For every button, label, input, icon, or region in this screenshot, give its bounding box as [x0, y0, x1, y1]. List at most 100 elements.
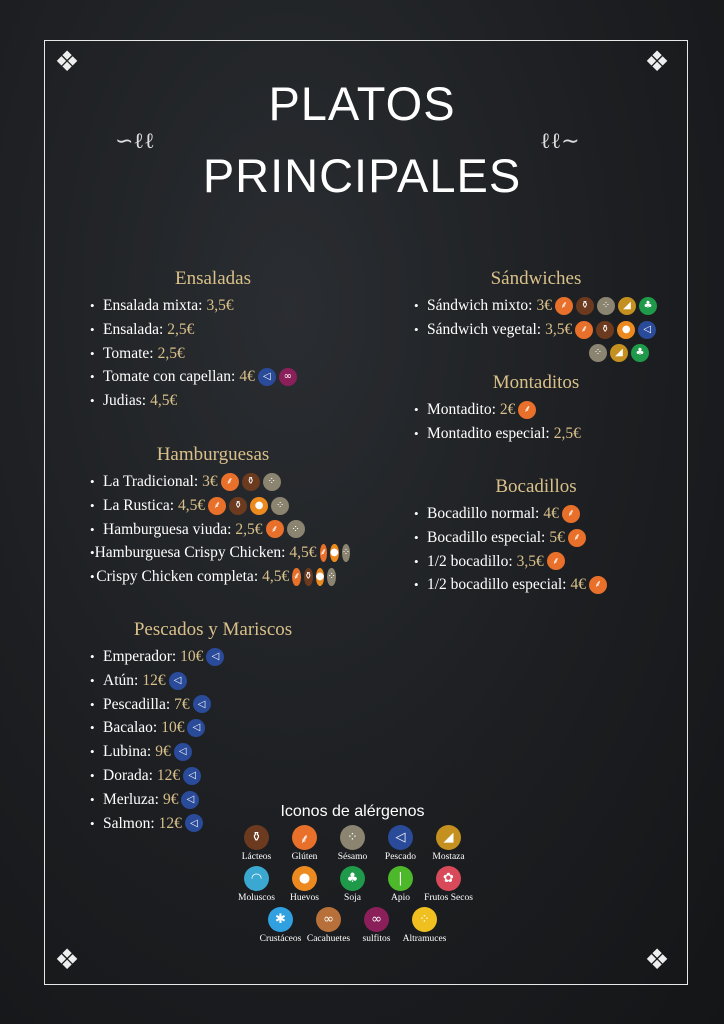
menu-item: • Merluza: 9€ ◁ — [90, 788, 336, 812]
legend-label: Moluscos — [238, 893, 275, 903]
apio-icon: | — [388, 866, 413, 891]
sesamo-icon: ⁘ — [589, 343, 607, 362]
menu-item: • Emperador: 10€ ◁ — [90, 645, 336, 669]
pescado-icon: ◁ — [388, 825, 413, 850]
bullet: • — [414, 298, 419, 313]
item-price: 5€ — [549, 528, 565, 546]
item-name: Crispy Chicken completa: — [96, 568, 259, 586]
legend-item-sulfitos: ∞ sulfitos — [355, 907, 399, 944]
bullet: • — [90, 744, 95, 760]
menu-border — [44, 40, 688, 985]
item-price: 3€ — [536, 297, 552, 314]
menu-list: • Bocadillo normal: 4€ ⸙ • Bocadillo especial… — [414, 502, 658, 597]
item-name: Bocadillo normal: — [427, 505, 540, 522]
corner-ornament-icon: ❖ — [54, 47, 80, 78]
gluten-icon: ⸙ — [546, 552, 565, 571]
mostaza-icon: ◢ — [436, 825, 461, 850]
legend-label: Cacahuetes — [306, 934, 351, 944]
menu-item: • Crispy Chicken completa: 4,5€ ⸙ ⚱ ● ⁘ — [90, 565, 336, 589]
bullet: • — [90, 720, 95, 736]
item-name: La Rustica: — [103, 496, 175, 514]
lacteos-icon: ⚱ — [241, 472, 260, 491]
frutos-secos-icon: ✿ — [436, 866, 461, 891]
pescado-icon: ◁ — [184, 814, 203, 833]
item-price: 4,5€ — [289, 544, 317, 562]
flourish-left-icon: ∽ℓℓ — [115, 128, 155, 153]
sesamo-icon: ⁘ — [341, 544, 351, 563]
item-price: 3,5€ — [545, 320, 573, 338]
item-price: 10€ — [180, 648, 204, 665]
item-name: Pescadilla: — [103, 695, 171, 713]
bullet: • — [90, 696, 95, 712]
bullet: • — [90, 815, 95, 831]
item-price: 2,5€ — [553, 424, 581, 442]
section-bocadillos: Bocadillos • Bocadillo normal: 4€ ⸙ • Bocadill… — [414, 476, 658, 597]
gluten-icon: ⸙ — [588, 576, 607, 595]
menu-list: • Emperador: 10€ ◁ • Atún: 12€ ◁ • Pescadilla: 7€ ◁… — [90, 645, 336, 835]
item-price: 4€ — [570, 576, 586, 594]
page-title-line1: PLATOS — [268, 77, 456, 130]
item-name: Lubina: — [103, 743, 152, 761]
menu-item: • Sándwich vegetal: 3,5€ ⸙ ⚱ ● ◁ — [414, 318, 658, 342]
bullet: • — [414, 577, 419, 593]
huevos-icon: ● — [330, 544, 339, 563]
item-name: Atún: — [103, 671, 139, 689]
pescado-icon: ◁ — [181, 790, 200, 809]
bullet: • — [90, 521, 95, 537]
section-heading: Montaditos — [492, 372, 580, 393]
menu-item: • Hamburguesa Crispy Chicken: 4,5€ ⸙ ● ⁘ — [90, 541, 351, 565]
menu-item: • Bocadillo normal: 4€ ⸙ — [414, 502, 658, 526]
item-name: 1/2 bocadillo especial: — [427, 576, 567, 594]
gluten-icon: ⸙ — [220, 472, 239, 491]
sesamo-icon: ⁘ — [271, 496, 290, 515]
legend-item-altramuces: ⁘ Altramuces — [403, 907, 447, 944]
bullet: • — [90, 545, 95, 561]
bullet: • — [414, 402, 419, 417]
menu-item: • Hamburguesa viuda: 2,5€ ⸙ ⁘ — [90, 518, 336, 542]
mostaza-icon: ◢ — [610, 343, 628, 362]
item-name: Judias: — [103, 392, 147, 410]
pescado-icon: ◁ — [183, 766, 202, 785]
menu-item: • Ensalada: 2,5€ — [90, 318, 336, 342]
gluten-icon: ⸙ — [518, 400, 537, 419]
legend-item-frutos-secos: ✿ Frutos Secos — [424, 866, 473, 903]
section-heading: Pescados y Mariscos — [133, 619, 293, 640]
menu-item: • Lubina: 9€ ◁ — [90, 740, 336, 764]
menu-item: • Bocadillo especial: 5€ ⸙ — [414, 526, 658, 550]
item-name: Merluza: — [103, 790, 159, 808]
item-price: 4€ — [239, 368, 255, 386]
menu-item: • Salmon: 12€ ◁ — [90, 812, 336, 836]
flourish-right-icon: ℓℓ∼ — [540, 128, 580, 153]
altramuces-icon: ⁘ — [412, 907, 437, 932]
bullet: • — [90, 649, 95, 664]
legend-item-gluten: ⸙ Glúten — [283, 825, 327, 862]
lacteos-icon: ⚱ — [575, 296, 594, 315]
menu-item: • Sándwich mixto: 3€ ⸙ ⚱ ⁘ ◢ ♣ — [414, 294, 658, 318]
corner-ornament-icon: ❖ — [54, 945, 80, 976]
huevos-icon: ● — [617, 320, 636, 339]
item-price: 4,5€ — [178, 496, 206, 514]
item-price: 12€ — [158, 814, 182, 832]
crustaceos-icon: ✱ — [268, 907, 293, 932]
sesamo-icon: ⁘ — [340, 825, 365, 850]
legend-label: Frutos Secos — [424, 893, 473, 903]
menu-item: • Atún: 12€ ◁ — [90, 669, 336, 693]
legend-item-huevos: ● Huevos — [283, 866, 327, 903]
item-price: 3,5€ — [516, 552, 544, 570]
bullet: • — [90, 345, 95, 361]
lacteos-icon: ⚱ — [229, 496, 248, 515]
menu-item: • 1/2 bocadillo especial: 4€ ⸙ — [414, 573, 658, 597]
legend-item-lacteos: ⚱ Lácteos — [235, 825, 279, 862]
item-name: Emperador: — [103, 648, 177, 665]
item-price: 4,5€ — [150, 392, 178, 410]
item-price: 9€ — [162, 790, 179, 808]
bullet: • — [414, 321, 419, 337]
soja-icon: ♣ — [631, 343, 649, 362]
legend-label: Soja — [344, 893, 361, 903]
corner-ornament-icon: ❖ — [644, 945, 670, 976]
item-name: Bocadillo especial: — [427, 528, 546, 546]
page-title-line2: PRINCIPALES — [202, 149, 522, 202]
menu-item: • Judias: 4,5€ — [90, 389, 336, 413]
item-name: Sándwich mixto: — [427, 297, 533, 314]
bullet: • — [90, 672, 95, 688]
